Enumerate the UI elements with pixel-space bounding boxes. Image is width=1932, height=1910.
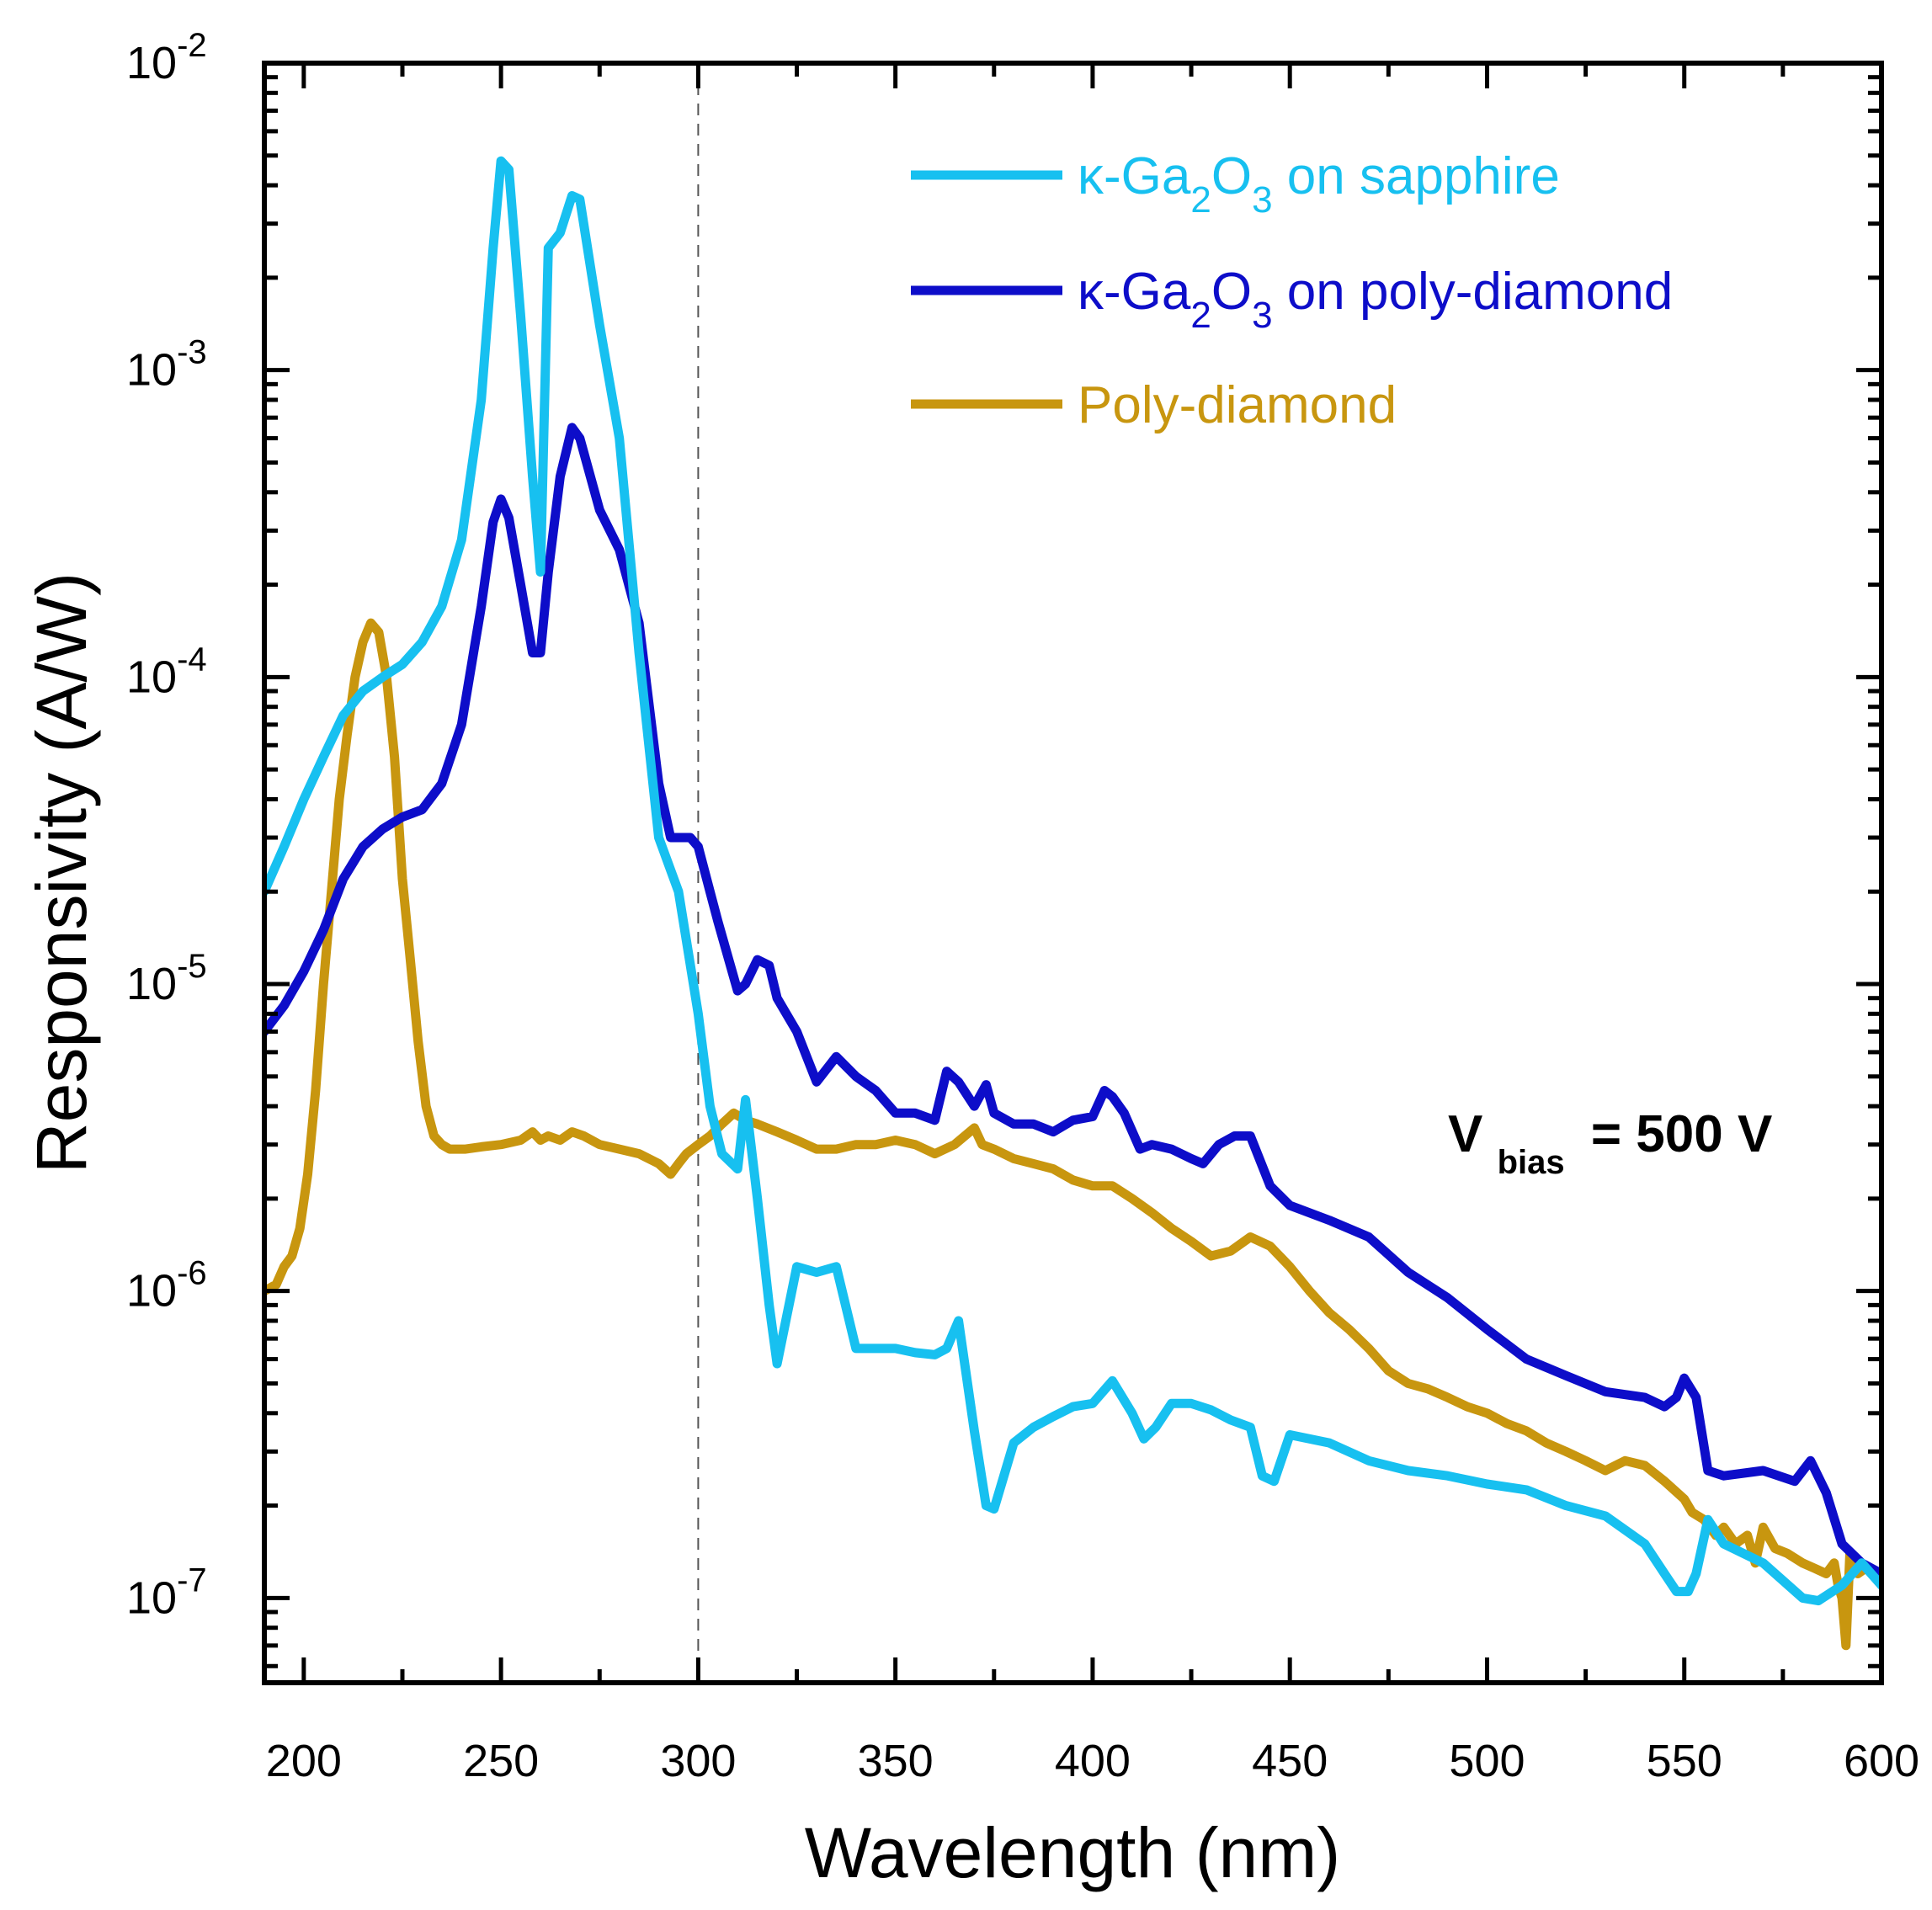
- x-tick-label: 600: [1844, 1736, 1919, 1786]
- x-tick-label: 500: [1449, 1736, 1525, 1786]
- legend-label-main: κ-Ga: [1078, 147, 1191, 205]
- y-tick-base: 10: [126, 959, 177, 1009]
- y-tick-base: 10: [126, 652, 177, 702]
- y-tick-label: 10-6: [126, 1255, 207, 1317]
- legend-label-1: κ-Ga2O3 on poly-diamond: [1078, 263, 1673, 336]
- plot-frame: [262, 61, 1884, 1685]
- y-tick-base: 10: [126, 345, 177, 396]
- tick-layer: [264, 61, 1884, 1683]
- x-tick-label: 550: [1647, 1736, 1722, 1786]
- legend-label-0: κ-Ga2O3 on sapphire: [1078, 147, 1560, 221]
- bias-annotation: V bias = 500 V: [1448, 1105, 1772, 1185]
- y-tick-exponent: -2: [177, 27, 207, 64]
- y-tick-label: 10-3: [126, 334, 207, 396]
- y-axis-title: Responsivity (A/W): [22, 572, 101, 1173]
- legend-label-2: Poly-diamond: [1078, 376, 1397, 434]
- legend-label-mid: O: [1211, 263, 1252, 321]
- y-tick-exponent: -4: [177, 641, 207, 678]
- legend-label-main: Poly-diamond: [1078, 376, 1397, 434]
- y-tick-exponent: -7: [177, 1562, 207, 1599]
- y-tick-base: 10: [126, 1266, 177, 1317]
- legend-subscript: 2: [1190, 295, 1211, 336]
- y-tick-base: 10: [126, 1572, 177, 1623]
- y-tick-labels: 10-710-610-510-410-310-2: [126, 27, 207, 1623]
- legend-label-main: κ-Ga: [1078, 263, 1191, 321]
- x-tick-label: 350: [858, 1736, 934, 1786]
- y-tick-exponent: -3: [177, 334, 207, 371]
- x-tick-labels: 200 250 300 350 400 450 500 550 600: [266, 1736, 1919, 1786]
- y-tick-label: 10-5: [126, 948, 207, 1009]
- x-axis-title: Wavelength (nm): [805, 1813, 1340, 1892]
- y-tick-label: 10-2: [126, 27, 207, 88]
- legend-label-rest: on sapphire: [1273, 147, 1560, 205]
- bias-value: = 500 V: [1591, 1105, 1772, 1163]
- series-line-1: [264, 423, 1881, 1578]
- bias-subscript: bias: [1498, 1144, 1565, 1181]
- legend-subscript: 2: [1190, 179, 1211, 221]
- legend-label-mid: O: [1211, 147, 1252, 205]
- y-tick-label: 10-7: [126, 1562, 207, 1623]
- bias-v: V: [1448, 1105, 1482, 1163]
- y-tick-base: 10: [126, 38, 177, 88]
- x-tick-label: 400: [1055, 1736, 1131, 1786]
- y-tick-label: 10-4: [126, 641, 207, 702]
- legend-subscript: 3: [1252, 179, 1272, 221]
- x-tick-label: 200: [266, 1736, 342, 1786]
- x-tick-label: 250: [463, 1736, 539, 1786]
- y-tick-exponent: -6: [177, 1255, 207, 1292]
- legend-label-rest: on poly-diamond: [1273, 263, 1674, 321]
- y-tick-exponent: -5: [177, 948, 207, 985]
- x-tick-label: 300: [660, 1736, 736, 1786]
- series-layer: [264, 156, 1881, 1651]
- x-tick-label: 450: [1252, 1736, 1328, 1786]
- legend-subscript: 3: [1252, 295, 1272, 336]
- series-line-0: [264, 156, 1881, 1606]
